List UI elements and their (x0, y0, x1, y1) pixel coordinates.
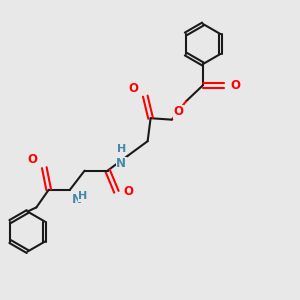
Text: O: O (231, 79, 241, 92)
Text: O: O (173, 105, 183, 118)
Text: N: N (116, 158, 126, 170)
Text: H: H (117, 143, 126, 154)
Text: N: N (71, 193, 81, 206)
Text: O: O (28, 153, 38, 166)
Text: O: O (129, 82, 139, 94)
Text: H: H (78, 191, 87, 201)
Text: O: O (123, 185, 133, 198)
